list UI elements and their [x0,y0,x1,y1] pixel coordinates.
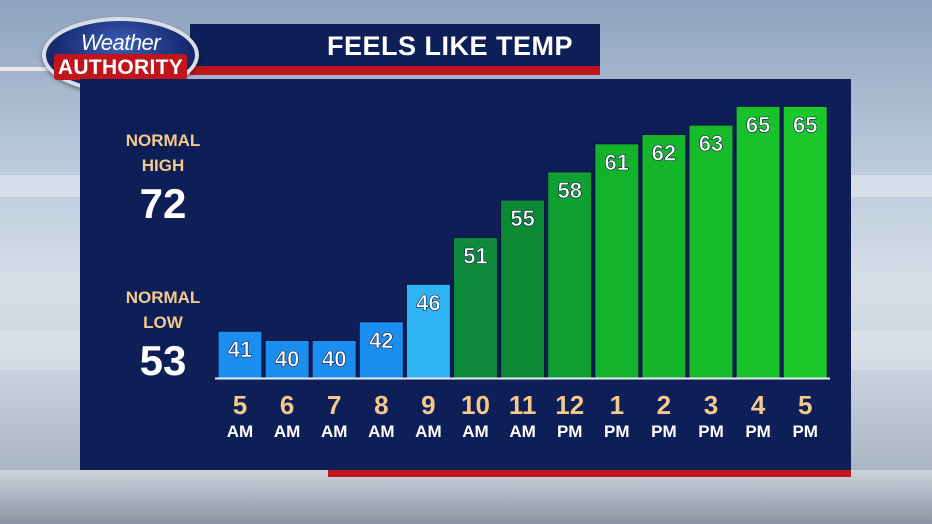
bar-8 [594,143,640,379]
x-tick-hour: 1 [610,390,624,420]
normal-high-value: 72 [139,180,187,227]
bar-3 [358,321,404,379]
bar-value-label: 65 [746,112,770,137]
normal-low-value: 53 [139,337,187,384]
header-red-stripe [190,66,600,75]
x-tick-hour: 5 [798,390,812,420]
x-tick-hour: 8 [374,390,388,420]
x-tick-hour: 9 [421,390,435,420]
bar-value-label: 63 [699,131,723,156]
x-tick-period: PM [698,422,724,441]
bar-value-label: 40 [275,347,299,372]
x-tick-period: AM [509,422,535,441]
bar-10 [688,124,734,379]
x-tick-period: PM [651,422,677,441]
x-tick-period: PM [604,422,630,441]
panel-red-stripe [328,470,851,477]
bar-0 [217,330,263,379]
bar-value-label: 42 [369,328,393,353]
x-tick-period: PM [557,422,583,441]
bar-value-label: 51 [463,244,487,269]
chart-title: FEELS LIKE TEMP [326,31,574,61]
bar-11 [735,105,781,379]
x-tick-hour: 5 [233,390,247,420]
x-tick-period: PM [745,422,771,441]
normal-high-label-2: HIGH [141,156,185,175]
bar-1 [264,340,310,379]
header-bar [190,24,600,66]
bar-value-label: 55 [510,206,534,231]
x-tick-period: AM [415,422,441,441]
bar-value-label: 65 [793,112,817,137]
x-tick-period: AM [321,422,347,441]
bar-12 [782,105,828,379]
header-accent-line [0,67,60,71]
bar-4 [405,283,451,379]
bar-9 [641,134,687,379]
bar-value-label: 46 [416,290,440,315]
x-tick-hour: 6 [280,390,294,420]
normal-low-label-1: NORMAL [125,288,201,307]
x-tick-hour: 3 [704,390,718,420]
x-tick-hour: 4 [751,390,766,420]
x-tick-period: AM [368,422,394,441]
x-tick-period: AM [462,422,488,441]
x-tick-hour: 12 [555,390,584,420]
x-tick-hour: 2 [657,390,671,420]
normal-high-label-1: NORMAL [125,131,201,150]
background-stripe [0,470,932,524]
x-tick-period: PM [792,422,818,441]
bar-2 [311,340,357,379]
bar-value-label: 61 [605,150,629,175]
logo-line-authority: AUTHORITY [54,54,187,80]
x-tick-hour: 10 [461,390,490,420]
bar-value-label: 58 [557,178,581,203]
x-tick-hour: 7 [327,390,341,420]
bar-value-label: 40 [322,347,346,372]
x-tick-hour: 11 [509,390,537,420]
x-tick-period: AM [274,422,300,441]
bar-value-label: 62 [652,141,676,166]
bar-value-label: 41 [228,337,252,362]
normal-low-label-2: LOW [143,313,183,332]
logo-line-weather: Weather [80,30,161,55]
x-tick-period: AM [227,422,253,441]
